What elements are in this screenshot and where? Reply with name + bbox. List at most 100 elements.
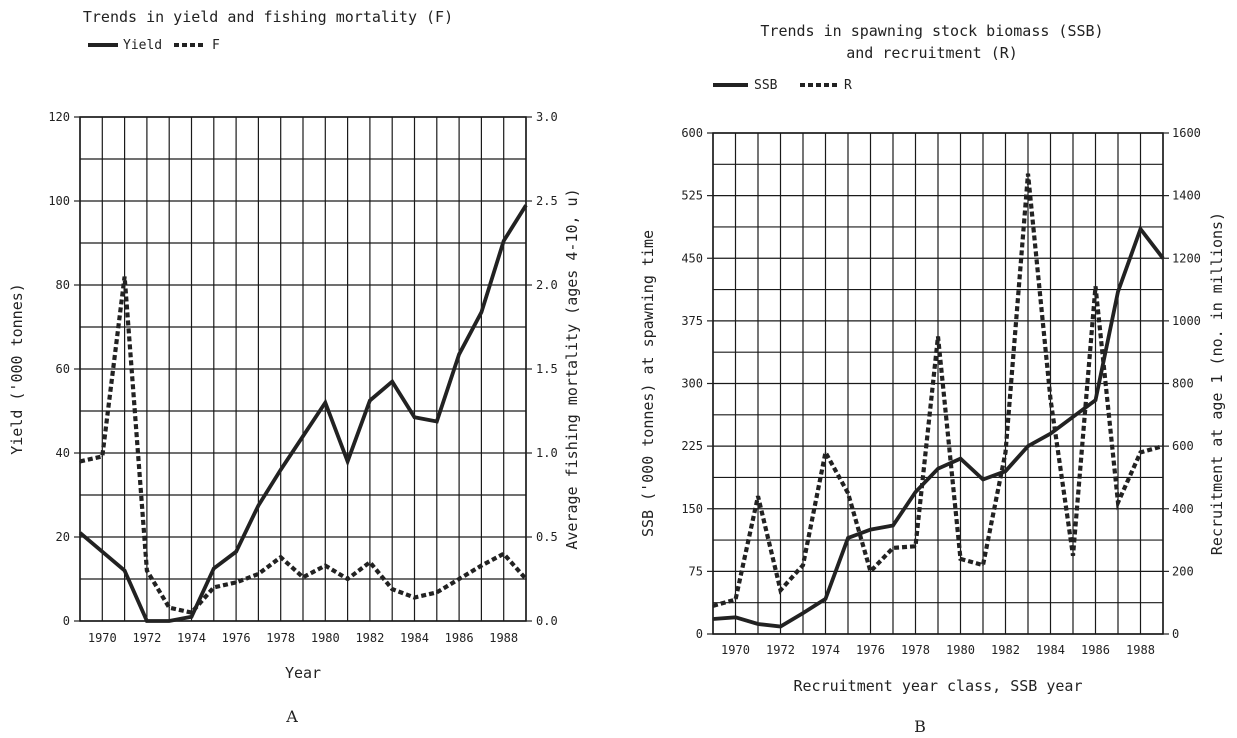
data-point-r	[1004, 451, 1007, 454]
data-point-f	[123, 275, 126, 278]
panel-label: A	[285, 707, 298, 726]
series-r	[712, 172, 1164, 608]
x-tick-label: 1984	[400, 631, 429, 645]
data-point-ssb	[824, 598, 827, 600]
x-tick-label: 1980	[946, 643, 975, 657]
y-left-tick-label: 150	[681, 502, 703, 516]
data-point-yield	[279, 469, 282, 471]
data-point-r	[779, 589, 782, 591]
legend-label-ssb: SSB	[754, 78, 778, 93]
data-point-r	[1094, 285, 1097, 288]
data-point-yield	[190, 616, 193, 618]
data-point-r	[1072, 554, 1074, 557]
data-point-ssb	[959, 457, 962, 460]
y-left-tick-label: 120	[48, 110, 70, 124]
data-point-ssb	[1027, 445, 1029, 447]
y-right-tick-label: 600	[1172, 439, 1194, 453]
data-point-yield	[346, 460, 349, 463]
data-point-yield	[168, 620, 170, 622]
data-point-f	[101, 455, 104, 458]
y-right-axis-label: Average fishing mortality (ages 4-10, u)	[563, 188, 581, 549]
y-right-tick-label: 400	[1172, 502, 1194, 516]
y-right-tick-label: 800	[1172, 377, 1194, 391]
data-point-r	[937, 335, 939, 338]
x-tick-label: 1986	[445, 631, 474, 645]
y-right-tick-label: 1000	[1172, 314, 1201, 328]
y-right-tick-label: 0.0	[536, 614, 558, 628]
data-point-yield	[146, 620, 148, 622]
y-right-axis-label: Recruitment at age 1 (no. in millions)	[1208, 212, 1226, 555]
data-point-yield	[235, 550, 237, 553]
data-point-yield	[324, 401, 327, 404]
data-point-f	[413, 596, 416, 599]
x-tick-label: 1978	[266, 631, 295, 645]
data-point-f	[279, 556, 282, 558]
y-right-tick-label: 200	[1172, 564, 1194, 578]
data-point-r	[802, 564, 804, 566]
data-point-r	[982, 564, 984, 566]
x-axis-label: Recruitment year class, SSB year	[794, 677, 1083, 695]
data-point-ssb	[1004, 470, 1007, 472]
chart-title: Trends in spawning stock biomass (SSB)	[760, 22, 1103, 40]
data-point-f	[480, 564, 483, 567]
y-right-tick-label: 1600	[1172, 126, 1201, 140]
data-point-yield	[213, 567, 215, 570]
chart-title-line2: and recruitment (R)	[846, 44, 1018, 62]
data-point-ssb	[1072, 416, 1074, 418]
data-point-r	[1162, 445, 1164, 447]
x-tick-label: 1974	[177, 631, 206, 645]
data-point-f	[257, 573, 260, 575]
data-point-ssb	[1162, 257, 1164, 260]
data-point-ssb	[869, 528, 872, 531]
y-right-tick-label: 3.0	[536, 110, 558, 124]
data-point-ssb	[937, 467, 939, 470]
y-right-tick-label: 1.5	[536, 362, 558, 376]
data-point-ssb	[1139, 228, 1142, 230]
legend: Yield F	[88, 38, 220, 53]
y-right-tick-label: 0	[1172, 627, 1179, 641]
x-tick-label: 1986	[1081, 643, 1110, 657]
panel-label: B	[914, 717, 926, 736]
data-point-r	[757, 495, 759, 498]
x-tick-label: 1984	[1036, 643, 1065, 657]
y-left-tick-label: 20	[56, 530, 70, 544]
x-tick-label: 1970	[721, 643, 750, 657]
y-left-tick-label: 0	[63, 614, 70, 628]
data-point-yield	[302, 435, 304, 438]
data-point-yield	[525, 204, 527, 206]
data-point-ssb	[802, 612, 804, 614]
chart-title: Trends in yield and fishing mortality (F…	[83, 8, 453, 26]
x-tick-label: 1972	[766, 643, 795, 657]
x-tick-label: 1970	[88, 631, 117, 645]
chart-panel-a: Trends in yield and fishing mortality (F…	[8, 8, 581, 726]
x-tick-label: 1976	[856, 643, 885, 657]
x-tick-label: 1978	[901, 643, 930, 657]
data-point-yield	[436, 420, 438, 423]
grid	[712, 132, 1164, 635]
data-point-r	[1117, 501, 1119, 504]
data-point-r	[1049, 398, 1052, 400]
data-point-f	[302, 576, 304, 579]
y-left-tick-label: 525	[681, 189, 703, 203]
data-point-yield	[123, 569, 126, 572]
y-left-tick-label: 375	[681, 314, 703, 328]
y-left-tick-label: 100	[48, 194, 70, 208]
data-point-f	[146, 569, 148, 572]
data-point-f	[213, 586, 215, 589]
y-left-tick-label: 60	[56, 362, 70, 376]
data-point-yield	[480, 311, 483, 314]
x-tick-label: 1972	[132, 631, 161, 645]
series-f	[79, 275, 528, 615]
x-tick-label: 1982	[991, 643, 1020, 657]
data-point-ssb	[1049, 432, 1052, 435]
data-point-ssb	[1094, 399, 1097, 402]
data-point-f	[502, 553, 505, 555]
data-point-r	[712, 605, 714, 607]
y-left-tick-label: 75	[689, 564, 703, 578]
y-left-axis-label: Yield ('000 tonnes)	[8, 283, 26, 455]
x-axis-label: Year	[285, 664, 321, 682]
data-point-f	[79, 460, 81, 463]
data-point-f	[346, 578, 349, 580]
